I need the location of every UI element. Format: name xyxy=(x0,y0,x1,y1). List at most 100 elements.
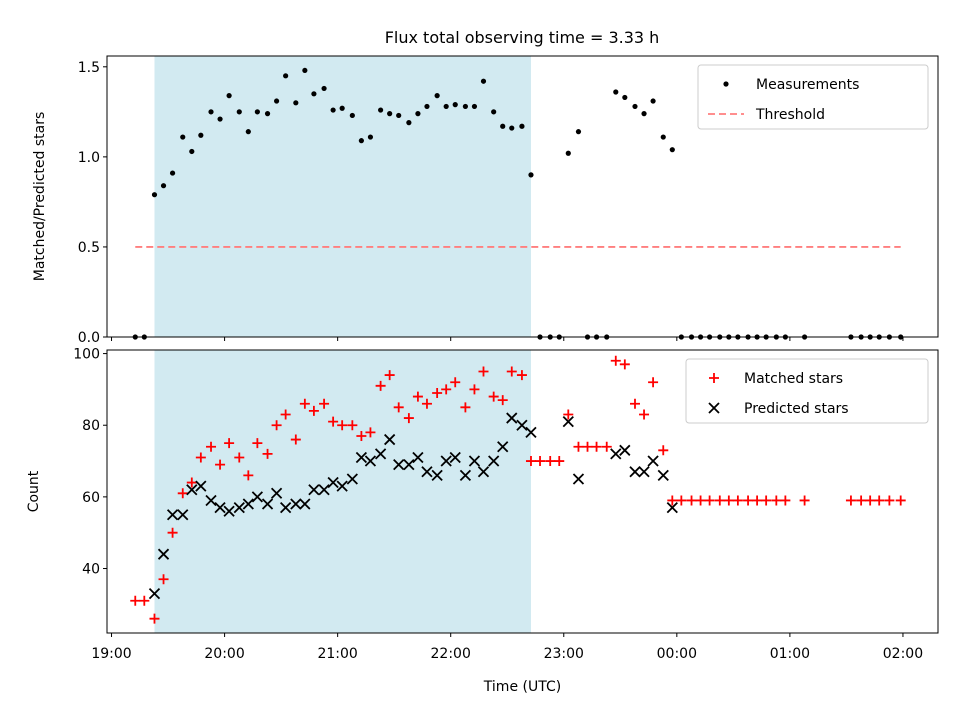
plot-frame xyxy=(106,349,939,634)
matched-stars-point xyxy=(639,409,650,420)
matched-stars-point xyxy=(563,409,574,420)
matched-stars-point xyxy=(412,391,423,402)
matched-stars-point xyxy=(743,495,754,506)
matched-stars-point xyxy=(695,495,706,506)
predicted-stars-point xyxy=(431,469,443,482)
matched-stars-point xyxy=(619,359,630,370)
matched-stars-point xyxy=(206,441,217,452)
y-tick-label: 0.5 xyxy=(78,240,100,256)
x-tick-label: 21:00 xyxy=(317,646,357,662)
matched-stars-point xyxy=(554,456,565,467)
predicted-stars-point xyxy=(449,451,461,464)
predicted-stars-point xyxy=(384,433,396,446)
x-tick-label: 02:00 xyxy=(883,646,923,662)
predicted-stars-point xyxy=(299,498,311,510)
measurement-point xyxy=(311,91,317,97)
matched-stars-point xyxy=(347,420,358,431)
measurement-point xyxy=(650,98,656,104)
measurement-point xyxy=(565,150,571,156)
matched-stars-point xyxy=(525,456,536,467)
predicted-stars-point xyxy=(148,587,161,600)
measurement-point xyxy=(378,107,384,113)
measurement-point xyxy=(575,129,582,135)
y-axis-label: Count xyxy=(26,470,42,512)
matched-stars-point xyxy=(252,438,263,449)
matched-stars-point xyxy=(403,413,414,424)
predicted-stars-point xyxy=(421,466,433,478)
predicted-stars-point xyxy=(488,455,500,467)
predicted-stars-point xyxy=(440,455,452,467)
predicted-stars-point xyxy=(242,498,254,510)
matched-stars-point xyxy=(506,366,517,377)
measurement-point xyxy=(406,120,412,126)
measurement-point xyxy=(660,134,666,140)
measurement-point xyxy=(491,109,497,115)
legend-box xyxy=(685,358,929,424)
legend-marker-predicted xyxy=(708,402,720,414)
measurement-point xyxy=(471,103,478,110)
measurement-point xyxy=(641,111,647,117)
x-tick-label: 20:00 xyxy=(204,646,244,662)
matched-stars-point xyxy=(648,377,659,388)
matched-stars-point xyxy=(545,456,556,467)
matched-stars-point xyxy=(761,495,772,506)
measurement-point xyxy=(208,109,214,115)
matched-stars-point xyxy=(195,452,206,463)
measurement-point xyxy=(358,138,364,144)
measurement-point xyxy=(669,147,675,153)
y-tick-label: 60 xyxy=(82,490,100,506)
top-panel-ratio: 0.0 0.5 1.0 1.5 Matched/Predicted stars Measu… xyxy=(32,55,939,346)
matched-stars-point xyxy=(895,495,906,506)
predicted-stars-point xyxy=(657,469,669,482)
predicted-stars-point xyxy=(647,455,659,467)
matched-stars-point xyxy=(139,595,150,606)
matched-stars-point xyxy=(845,495,856,506)
measurement-point xyxy=(528,172,534,178)
measurement-point xyxy=(452,102,458,108)
matched-stars-point xyxy=(384,370,395,381)
predicted-stars-point xyxy=(308,484,320,496)
matched-stars-point xyxy=(591,441,602,452)
predicted-stars-point xyxy=(205,494,217,507)
bottom-panel-counts: 40 60 80 100 19:00 20:00 21:00 22:00 23:00 00:00 0… xyxy=(26,347,939,695)
y-tick-label: 80 xyxy=(82,418,100,434)
matched-stars-point xyxy=(732,495,743,506)
legend-label: Matched stars xyxy=(744,371,843,387)
measurement-point xyxy=(293,100,299,106)
measurement-point xyxy=(189,148,195,155)
predicted-stars-point xyxy=(629,466,641,478)
measurement-point xyxy=(169,170,176,176)
predicted-stars-point xyxy=(572,473,585,485)
matched-stars-point xyxy=(215,459,226,470)
x-tick-label: 19:00 xyxy=(91,646,131,662)
legend-marker-measurements xyxy=(723,81,729,87)
x-tick-label: 22:00 xyxy=(431,646,471,662)
matched-stars-point xyxy=(356,430,367,441)
measurement-point xyxy=(151,192,158,198)
predicted-stars-point xyxy=(327,476,339,489)
legend-label: Measurements xyxy=(756,77,859,93)
predicted-stars-point xyxy=(280,501,292,514)
predicted-stars-point xyxy=(638,466,650,478)
matched-stars-point xyxy=(271,420,282,431)
predicted-stars-point xyxy=(459,469,472,482)
matched-stars-point xyxy=(686,495,697,506)
predicted-stars-point xyxy=(177,509,189,521)
matched-stars-point xyxy=(393,402,404,413)
predicted-stars-point xyxy=(403,458,415,471)
measurement-point xyxy=(424,103,430,110)
predicted-stars-point xyxy=(261,498,274,510)
predicted-stars-point xyxy=(497,441,509,453)
matched-stars-point xyxy=(535,456,546,467)
matched-stars-point xyxy=(780,495,791,506)
matched-stars-point xyxy=(714,495,725,506)
matched-stars-point xyxy=(497,395,508,406)
predicted-stars-point xyxy=(290,498,302,510)
measurement-point xyxy=(226,93,232,99)
observing-window-shade xyxy=(154,56,531,337)
predicted-stars-point xyxy=(666,501,678,514)
measurement-point xyxy=(339,105,345,111)
measurement-point xyxy=(245,129,251,135)
measurement-point xyxy=(198,132,204,138)
